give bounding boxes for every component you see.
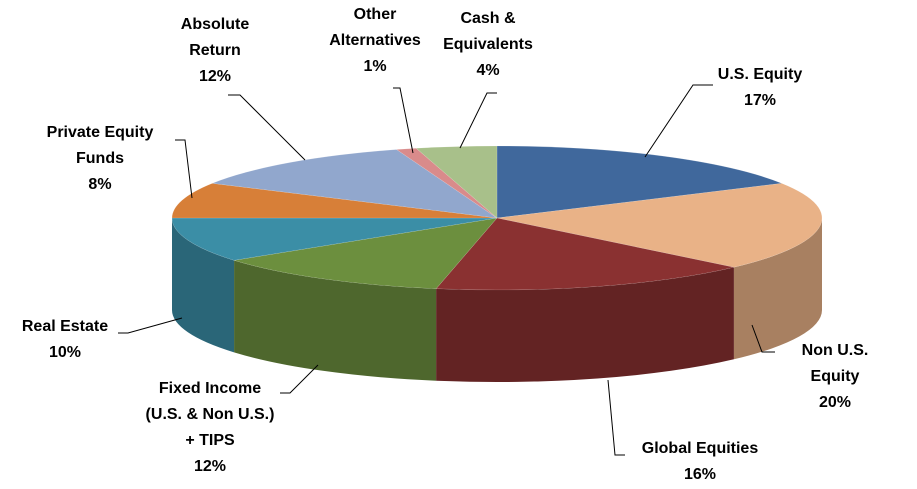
- slice: [415, 145, 498, 219]
- category-label: Cash & Equivalents: [443, 10, 533, 53]
- category-label: Real Estate: [21, 318, 109, 335]
- category-label: Private Equity Funds: [46, 124, 154, 167]
- value-label: 12%: [198, 68, 232, 85]
- slice-side: [733, 218, 822, 360]
- slice: [233, 217, 498, 289]
- leader-line: [393, 87, 414, 154]
- value-label: 1%: [363, 58, 387, 75]
- slice-label: Cash & Equivalents 4%: [443, 6, 533, 84]
- category-label: Fixed Income (U.S. & Non U.S.) + TIPS: [145, 380, 275, 449]
- slice: [496, 183, 823, 268]
- leader-line: [459, 92, 497, 149]
- value-label: 20%: [818, 394, 852, 411]
- category-label: Non U.S. Equity: [801, 342, 869, 385]
- slice-side: [172, 218, 235, 353]
- leader-line: [118, 317, 183, 334]
- slice-label: Fixed Income (U.S. & Non U.S.) + TIPS 12%: [146, 376, 275, 480]
- category-label: Global Equities: [641, 440, 759, 457]
- leader-line: [607, 379, 625, 456]
- slice-label: Real Estate 10%: [22, 314, 108, 366]
- slice-label: Non U.S. Equity 20%: [794, 338, 876, 416]
- slice-label: U.S. Equity 17%: [718, 62, 802, 114]
- category-label: Other Alternatives: [329, 6, 421, 49]
- value-label: 16%: [683, 466, 717, 483]
- value-label: 8%: [88, 176, 112, 193]
- leader-line: [228, 94, 306, 161]
- slice: [496, 145, 782, 219]
- slice: [395, 148, 498, 219]
- value-label: 17%: [743, 92, 777, 109]
- slice: [212, 149, 498, 219]
- slice-side: [234, 260, 437, 381]
- leader-line: [751, 324, 775, 353]
- value-label: 4%: [476, 62, 500, 79]
- slice-side: [436, 267, 734, 382]
- category-label: U.S. Equity: [717, 66, 803, 83]
- leader-line: [280, 364, 319, 394]
- slice-label: Private Equity Funds 8%: [47, 120, 154, 198]
- value-label: 10%: [48, 344, 82, 361]
- slice-label: Other Alternatives 1%: [329, 2, 421, 80]
- leader-line: [175, 139, 193, 199]
- slice-label: Absolute Return 12%: [181, 12, 249, 90]
- slice-label: Global Equities 16%: [642, 436, 758, 488]
- slice: [171, 183, 498, 219]
- value-label: 12%: [193, 458, 227, 475]
- slice: [435, 217, 734, 291]
- category-label: Absolute Return: [180, 16, 250, 59]
- slice: [171, 217, 498, 261]
- leader-line: [644, 84, 713, 158]
